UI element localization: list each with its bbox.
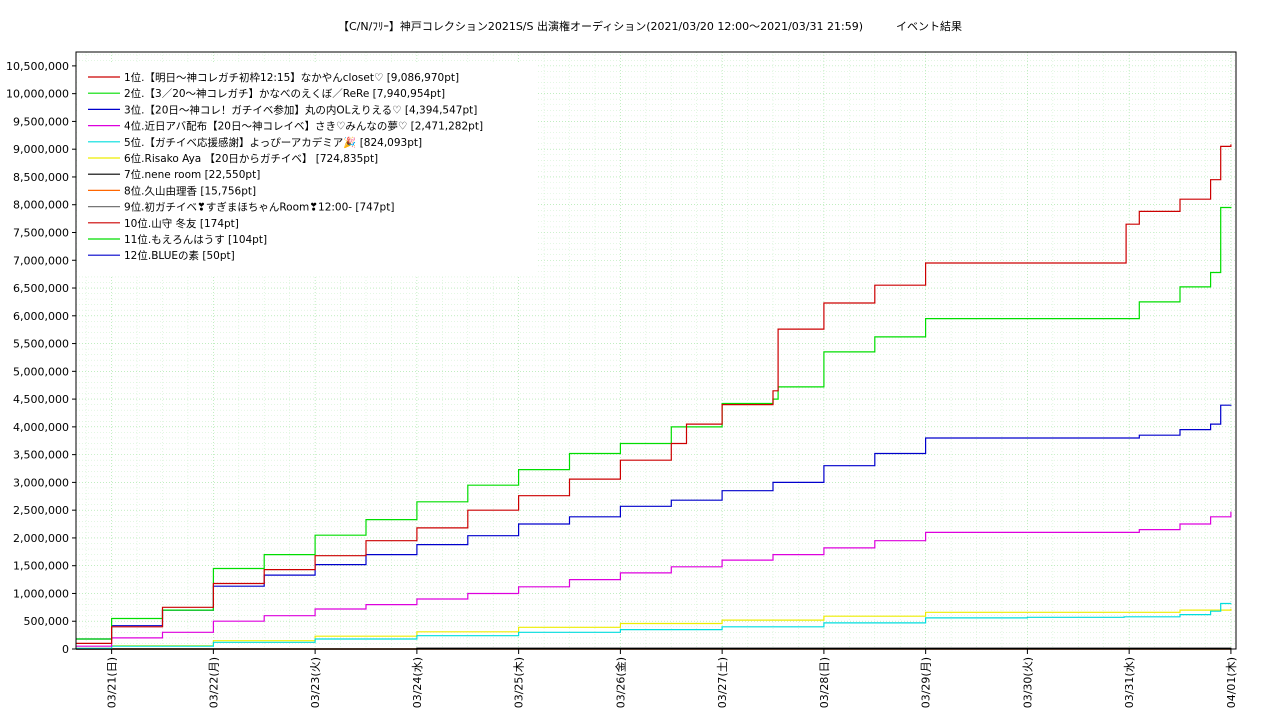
plot-frame	[75, 51, 1237, 650]
y-tick-label: 7,000,000	[13, 254, 69, 267]
x-tick-label: 03/22(月)	[207, 657, 220, 708]
y-tick-label: 3,000,000	[13, 476, 69, 489]
series-line	[76, 206, 1232, 640]
x-tick-label: 03/25(木)	[513, 657, 526, 708]
x-tick-label: 03/26(金)	[613, 657, 627, 708]
y-tick-label: 3,500,000	[13, 449, 69, 462]
y-tick-label: 5,000,000	[13, 365, 69, 378]
x-tick-label: 03/27(土)	[716, 657, 729, 708]
y-tick-label: 2,000,000	[13, 532, 69, 545]
legend-entry: 3位.【20日～神コレ！ガチイベ参加】丸の内OLえりえる♡ [4,394,547…	[124, 103, 477, 116]
x-tick-label: 04/01(木)	[1225, 657, 1238, 708]
y-tick-label: 9,000,000	[13, 143, 69, 156]
y-tick-label: 4,000,000	[13, 421, 69, 434]
legend-entry: 11位.もえろんはうす [104pt]	[124, 233, 267, 246]
y-axis-ticks: 0 500,000 1,000,000 1,500,000 2,000,000 2,500…	[6, 60, 76, 656]
x-tick-label: 03/23(火)	[309, 657, 322, 708]
legend-entry: 12位.BLUEの素 [50pt]	[124, 249, 235, 262]
legend-entry: 4位.近日アバ配布【20日～神コレイベ】さき♡みんなの夢♡ [2,471,282…	[124, 120, 483, 133]
y-tick-label: 10,000,000	[6, 88, 69, 101]
legend-entry: 6位.Risako Aya 【20日からガチイベ】 [724,835pt]	[124, 152, 378, 165]
legend-entry: 10位.山守 冬友 [174pt]	[124, 217, 239, 230]
series-line	[76, 608, 1232, 649]
y-tick-label: 1,000,000	[13, 587, 69, 600]
y-tick-label: 10,500,000	[6, 60, 69, 73]
y-tick-label: 6,500,000	[13, 282, 69, 295]
y-tick-label: 0	[62, 643, 69, 656]
y-tick-label: 1,500,000	[13, 560, 69, 573]
legend-entry: 5位.【ガチイベ応援感謝】よっぴーアカデミア🎉 [824,093pt]	[124, 136, 422, 149]
y-tick-label: 2,500,000	[13, 504, 69, 517]
y-tick-label: 4,500,000	[13, 393, 69, 406]
legend-entry: 1位.【明日～神コレガチ初枠12:15】なかやんcloset♡ [9,086,9…	[124, 71, 459, 84]
x-tick-label: 03/31(水)	[1123, 657, 1136, 708]
legend-entry: 7位.nene room [22,550pt]	[124, 168, 260, 181]
y-tick-label: 8,000,000	[13, 199, 69, 212]
axes	[75, 51, 1237, 650]
x-tick-label: 03/30(火)	[1021, 657, 1034, 708]
x-tick-label: 03/24(水)	[411, 657, 424, 708]
legend-entry: 8位.久山由理香 [15,756pt]	[124, 184, 256, 197]
x-tick-label: 03/28(日)	[818, 657, 831, 708]
chart-title: 【C/N/ﾌﾘｰ】神戸コレクション2021S/S 出演権オーディション(2021…	[338, 19, 962, 33]
legend-background	[77, 63, 537, 275]
y-tick-label: 9,500,000	[13, 115, 69, 128]
series-line	[76, 602, 1232, 649]
series-line	[76, 144, 1232, 644]
y-tick-label: 8,500,000	[13, 171, 69, 184]
series-line	[76, 511, 1232, 647]
y-tick-label: 6,000,000	[13, 310, 69, 323]
x-tick-label: 03/29(月)	[920, 657, 933, 708]
x-axis-ticks: 03/21(日) 03/22(月) 03/23(火) 03/24(水) 03/25(木)…	[106, 649, 1238, 708]
legend-entry: 9位.初ガチイベ❣すぎまほちゃんRoom❣12:00- [747pt]	[124, 201, 394, 214]
y-tick-label: 500,000	[24, 615, 70, 628]
y-tick-label: 7,500,000	[13, 226, 69, 239]
y-tick-label: 5,500,000	[13, 338, 69, 351]
x-tick-label: 03/21(日)	[106, 657, 119, 708]
series-line	[76, 404, 1232, 640]
legend-entry: 2位.【3／20～神コレガチ】かなべのえくぼ／ReRe [7,940,954pt…	[124, 87, 445, 100]
legend: 1位.【明日～神コレガチ初枠12:15】なかやんcloset♡ [9,086,9…	[77, 63, 537, 275]
